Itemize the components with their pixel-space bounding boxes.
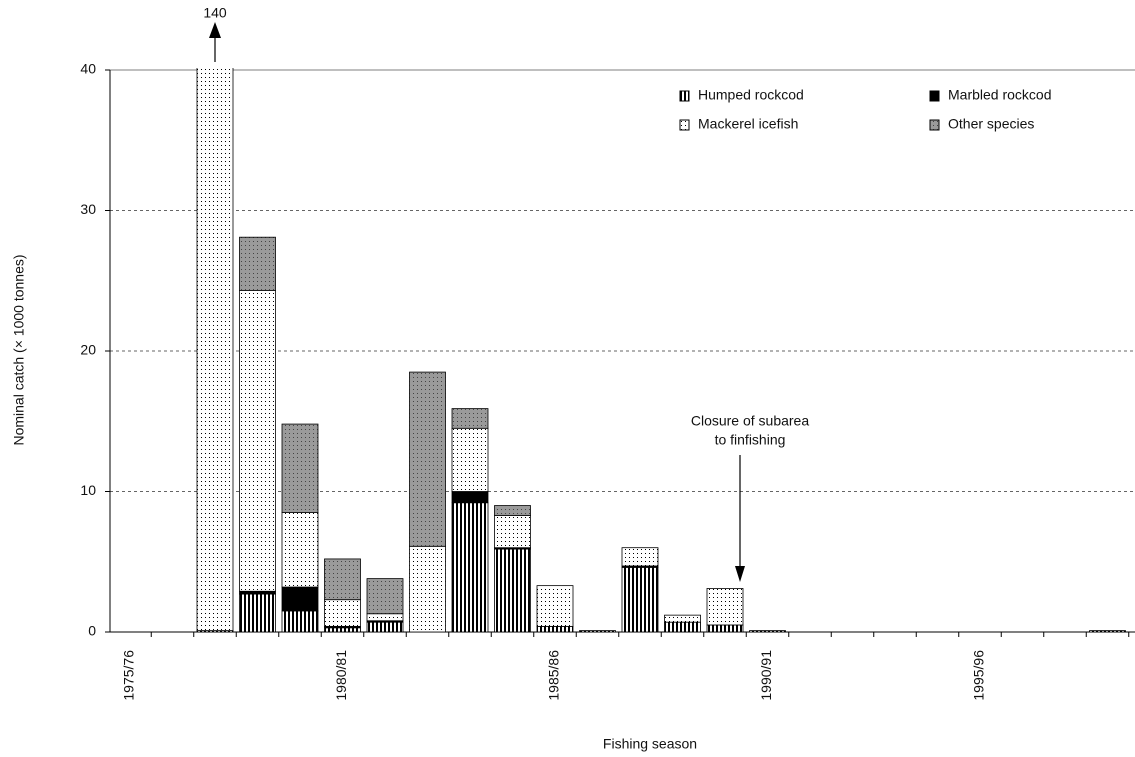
bar-segment [579, 630, 616, 632]
legend-swatch [679, 90, 690, 102]
y-tick-label: 0 [88, 623, 96, 639]
bar-segment [324, 599, 361, 627]
bar-segment [196, 68, 234, 631]
bar-segment [621, 547, 659, 567]
bar-segment [621, 566, 659, 632]
annotation: Closure of subarea [691, 413, 810, 429]
bar-segment [664, 614, 701, 623]
bar-segment [239, 590, 276, 595]
legend-label: Mackerel icefish [698, 116, 798, 132]
bar-segment [239, 593, 276, 632]
y-tick-label: 10 [80, 482, 96, 498]
bar-segment [239, 290, 276, 592]
y-axis-label: Nominal catch (× 1000 tonnes) [11, 254, 27, 445]
annotation-arrowhead [735, 566, 745, 582]
bar-segment [366, 621, 404, 632]
bar-segment [451, 502, 489, 632]
bar-segment [281, 512, 319, 588]
bar-segment [451, 491, 489, 504]
legend-swatch [679, 119, 690, 131]
legend-label: Humped rockcod [698, 87, 804, 103]
legend-swatch [929, 90, 940, 102]
bar-segment [494, 505, 531, 516]
value-label: 140 [203, 5, 227, 21]
bar-segment [664, 621, 701, 632]
bar-segment [366, 613, 404, 622]
bar-segment [451, 408, 489, 429]
x-tick-label: 1995/96 [971, 650, 987, 701]
bar-segment [494, 548, 531, 632]
x-tick-label: 1975/76 [121, 650, 137, 701]
bar-segment [324, 627, 361, 632]
bar-segment [366, 578, 404, 615]
bar-segment [324, 558, 361, 601]
legend-label: Other species [948, 116, 1034, 132]
bar-segment [281, 610, 319, 632]
x-axis-label: Fishing season [603, 736, 697, 752]
bar-segment [281, 586, 319, 612]
x-tick-label: 1980/81 [333, 650, 349, 701]
x-tick-label: 1990/91 [758, 650, 774, 701]
x-tick-label: 1985/86 [546, 650, 562, 701]
bar-segment [749, 630, 786, 632]
bars [196, 68, 1126, 632]
bar-segment [536, 585, 574, 627]
y-tick-label: 30 [80, 201, 96, 217]
bar-segment [494, 514, 531, 549]
y-tick-label: 20 [80, 342, 96, 358]
legend-label: Marbled rockcod [948, 87, 1052, 103]
bar-segment [706, 624, 744, 632]
bar-segment [1089, 630, 1126, 632]
bar-segment [409, 371, 446, 547]
legend-swatch [929, 119, 940, 131]
bar-segment [451, 427, 489, 492]
y-tick-label: 40 [80, 61, 96, 77]
bar-segment [409, 545, 446, 632]
off-scale-arrowhead [209, 22, 221, 38]
bar-segment [281, 423, 319, 513]
annotation: to finfishing [715, 432, 786, 448]
bar-segment [706, 588, 744, 626]
bar-segment [239, 236, 276, 291]
bar-segment [536, 625, 574, 632]
